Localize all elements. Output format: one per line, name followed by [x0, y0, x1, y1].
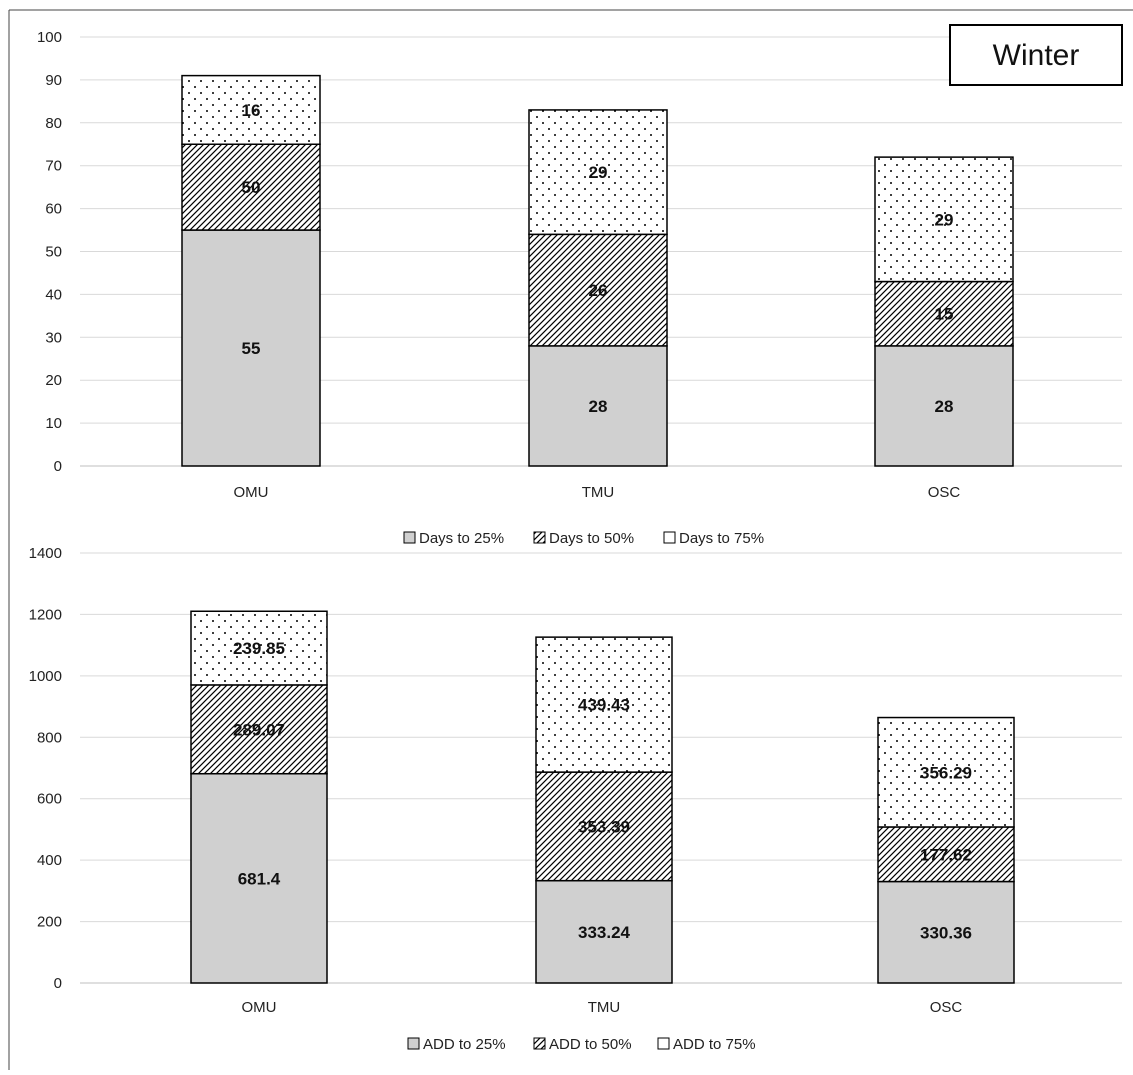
bar-omu-diagonal: [181, 143, 321, 231]
y-tick-label: 400: [37, 852, 62, 869]
y-tick-label: 200: [37, 914, 62, 931]
x-category-label: OMU: [234, 484, 269, 501]
legend-swatch-dots: [657, 1037, 670, 1050]
legend-label: Days to 50%: [549, 530, 634, 547]
data-label: 29: [589, 163, 608, 182]
bar-osc-diagonal: [877, 826, 1015, 883]
legend-swatch-solid: [403, 531, 416, 544]
data-label: 353.39: [578, 817, 630, 836]
y-tick-label: 10: [45, 415, 62, 432]
bar-omu-dots: [181, 74, 321, 145]
bar-osc-dots: [874, 156, 1014, 283]
x-category-label: OSC: [930, 999, 963, 1016]
y-tick-label: 50: [45, 244, 62, 261]
x-category-label: TMU: [582, 484, 615, 501]
bar-omu-solid: [181, 229, 321, 467]
legend-swatch-diagonal: [533, 531, 546, 544]
chart-add: 0 200 400 600 800 1000 1200 1400 681.4 289.07 239.…: [29, 545, 1122, 1053]
data-label: 239.85: [233, 639, 285, 658]
legend-swatch-diagonal: [533, 1037, 546, 1050]
y-tick-label: 0: [54, 458, 62, 475]
data-label: 50: [242, 178, 261, 197]
x-category-label: OSC: [928, 484, 961, 501]
y-tick-label: 70: [45, 158, 62, 175]
data-label: 681.4: [238, 869, 281, 888]
x-category-label: TMU: [588, 999, 621, 1016]
data-label: 15: [935, 305, 954, 324]
bar-omu-solid: [190, 772, 328, 984]
bar-osc-diagonal: [874, 280, 1014, 347]
data-label: 28: [589, 397, 608, 416]
x-category-label: OMU: [242, 999, 277, 1016]
y-tick-label: 100: [37, 29, 62, 46]
bar-tmu-solid: [528, 345, 668, 467]
y-tick-label: 800: [37, 729, 62, 746]
legend-swatch-dots: [663, 531, 676, 544]
y-tick-label: 0: [54, 975, 62, 992]
data-label: 55: [242, 339, 261, 358]
legend-label: Days to 75%: [679, 530, 764, 547]
data-label: 16: [242, 101, 261, 120]
data-label: 439.43: [578, 696, 630, 715]
y-tick-label: 1400: [29, 545, 62, 562]
bar-tmu-diagonal: [535, 771, 673, 882]
y-tick-label: 60: [45, 201, 62, 218]
y-tick-label: 90: [45, 72, 62, 89]
bar-tmu-dots: [535, 636, 673, 773]
legend-label: ADD to 75%: [673, 1036, 756, 1053]
y-tick-label: 40: [45, 286, 62, 303]
y-tick-label: 600: [37, 791, 62, 808]
data-label: 333.24: [578, 923, 631, 942]
y-tick-label: 80: [45, 115, 62, 132]
bar-omu-dots: [190, 610, 328, 686]
data-label: 29: [935, 210, 954, 229]
bar-tmu-diagonal: [528, 233, 668, 347]
season-box: Winter: [949, 24, 1123, 86]
season-label: Winter: [993, 39, 1080, 72]
legend-swatch-solid: [407, 1037, 420, 1050]
y-tick-label: 20: [45, 372, 62, 389]
bar-osc-solid: [874, 345, 1014, 467]
data-label: 330.36: [920, 923, 972, 942]
legend-label: ADD to 50%: [549, 1036, 632, 1053]
y-tick-label: 1200: [29, 606, 62, 623]
legend-label: ADD to 25%: [423, 1036, 506, 1053]
y-tick-label: 1000: [29, 668, 62, 685]
bar-osc-dots: [877, 716, 1015, 828]
y-tick-label: 30: [45, 329, 62, 346]
chart-days: 0 10 20 30 40 50 60 70 80 90 100 55 50 16 OMU 28 26 29 TMU…: [37, 29, 1122, 547]
data-label: 26: [589, 281, 608, 300]
data-label: 289.07: [233, 720, 285, 739]
data-label: 28: [935, 397, 954, 416]
bar-tmu-dots: [528, 109, 668, 236]
data-label: 177.62: [920, 845, 972, 864]
bar-osc-solid: [877, 880, 1015, 984]
legend-label: Days to 25%: [419, 530, 504, 547]
data-label: 356.29: [920, 763, 972, 782]
